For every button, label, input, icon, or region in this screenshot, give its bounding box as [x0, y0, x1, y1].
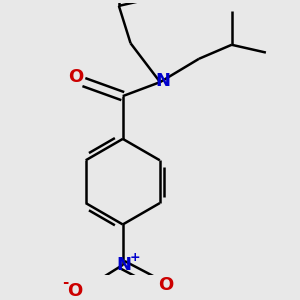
Text: O: O	[68, 68, 84, 86]
Text: +: +	[129, 251, 140, 264]
Text: -: -	[62, 274, 68, 290]
Text: N: N	[117, 256, 132, 274]
Text: N: N	[156, 72, 171, 90]
Text: O: O	[67, 282, 82, 300]
Text: O: O	[158, 276, 173, 294]
